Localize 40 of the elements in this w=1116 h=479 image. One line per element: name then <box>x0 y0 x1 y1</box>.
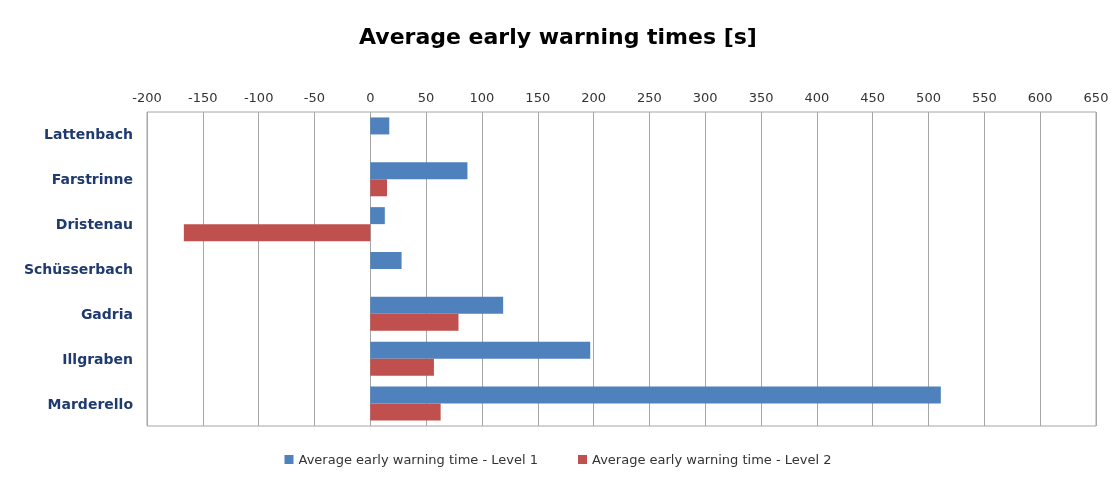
y-tick-label: Marderello <box>47 395 134 412</box>
bar <box>370 403 441 421</box>
y-tick-label: Lattenbach <box>44 126 133 143</box>
x-tick-label: 0 <box>366 90 375 105</box>
bar <box>370 162 468 180</box>
x-tick-label: -100 <box>243 90 274 105</box>
x-tick-label: 200 <box>581 90 606 105</box>
x-tick-label: 250 <box>637 90 662 105</box>
x-tick-label: 400 <box>804 90 830 105</box>
bar <box>370 296 504 314</box>
x-tick-label: 550 <box>971 90 997 105</box>
legend-label: Average early warning time - Level 1 <box>298 452 538 467</box>
bar <box>370 386 941 404</box>
x-tick-label: 450 <box>860 90 886 105</box>
x-tick-label: 600 <box>1027 90 1053 105</box>
y-tick-label: Gadria <box>80 305 133 322</box>
bar <box>370 252 402 269</box>
x-tick-label: 500 <box>916 90 941 105</box>
bar <box>370 179 388 197</box>
bar <box>370 341 591 359</box>
x-tick-label: 100 <box>469 90 495 105</box>
x-tick-label: -150 <box>188 90 218 105</box>
bar <box>370 207 385 225</box>
bar <box>370 313 459 331</box>
y-tick-label: Illgraben <box>62 350 133 367</box>
bar <box>370 358 434 376</box>
x-tick-label: 150 <box>525 90 551 105</box>
x-tick-label: 50 <box>417 90 435 105</box>
x-tick-label: 650 <box>1083 90 1109 105</box>
chart-title: Average early warning times [s] <box>359 23 757 49</box>
legend-label: Average early warning time - Level 2 <box>592 452 832 467</box>
x-tick-label: 350 <box>748 90 774 105</box>
bar <box>370 117 390 135</box>
y-tick-label: Schüsserbach <box>23 261 133 277</box>
y-tick-label: Farstrinne <box>51 171 133 188</box>
x-tick-label: -200 <box>132 90 162 105</box>
x-tick-label: 300 <box>692 90 718 105</box>
bar <box>183 224 371 242</box>
y-tick-label: Dristenau <box>55 216 133 233</box>
x-tick-label: -50 <box>303 90 326 105</box>
